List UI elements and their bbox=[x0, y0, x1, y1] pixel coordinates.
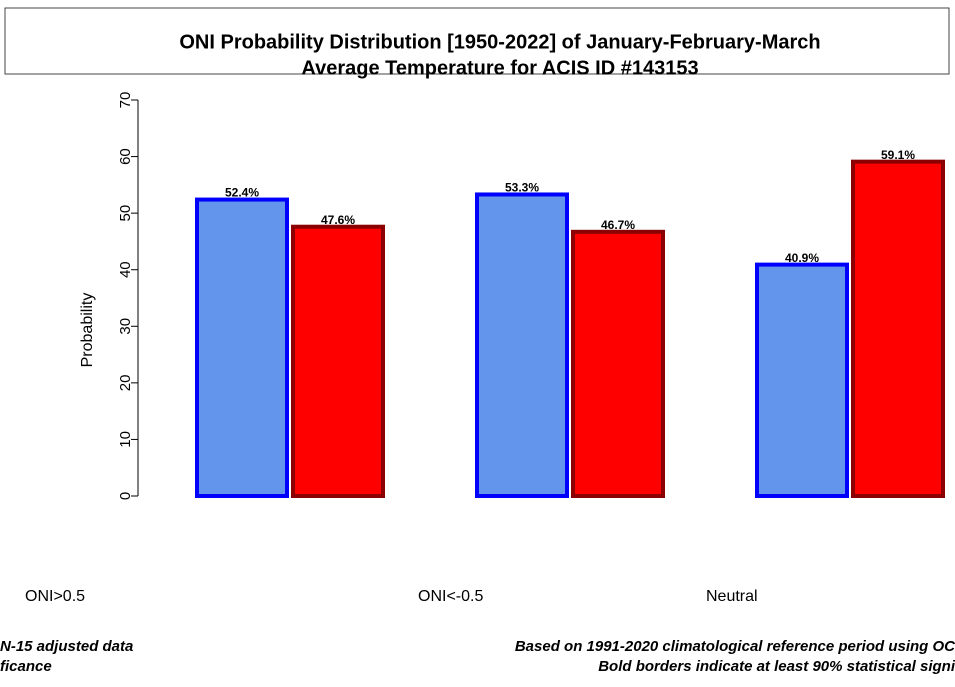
bar bbox=[291, 224, 385, 498]
footnote: Bold borders indicate at least 90% stati… bbox=[598, 658, 955, 675]
x-tick-label: Neutral bbox=[706, 588, 758, 605]
y-tick-label: 0 bbox=[117, 492, 134, 500]
footnote: Based on 1991-2020 climatological refere… bbox=[515, 638, 955, 655]
y-tick-label: 30 bbox=[117, 318, 134, 335]
y-tick-label: 20 bbox=[117, 375, 134, 392]
footnote: ficance bbox=[0, 658, 52, 675]
y-tick-label: 50 bbox=[117, 205, 134, 222]
value-label: 52.4% bbox=[225, 186, 259, 200]
bar bbox=[755, 262, 849, 498]
y-tick-label: 40 bbox=[117, 261, 134, 278]
x-tick-label: ONI>0.5 bbox=[25, 588, 85, 605]
y-tick-label: 60 bbox=[117, 148, 134, 165]
y-tick-label: 70 bbox=[117, 92, 134, 109]
y-axis-label: Probability bbox=[79, 293, 96, 368]
value-label: 40.9% bbox=[785, 251, 819, 265]
chart-title: ONI Probability Distribution [1950-2022]… bbox=[179, 31, 820, 53]
value-label: 53.3% bbox=[505, 181, 539, 195]
bar bbox=[195, 197, 289, 499]
value-label: 46.7% bbox=[601, 218, 635, 232]
bar bbox=[851, 159, 945, 498]
title-box bbox=[4, 7, 950, 75]
bar bbox=[571, 229, 665, 498]
chart-subtitle: Average Temperature for ACIS ID #143153 bbox=[301, 57, 698, 79]
bar bbox=[475, 192, 569, 499]
footnote: N-15 adjusted data bbox=[0, 638, 133, 655]
x-tick-label: ONI<-0.5 bbox=[418, 588, 483, 605]
y-tick-label: 10 bbox=[117, 431, 134, 448]
value-label: 59.1% bbox=[881, 148, 915, 162]
value-label: 47.6% bbox=[321, 213, 355, 227]
